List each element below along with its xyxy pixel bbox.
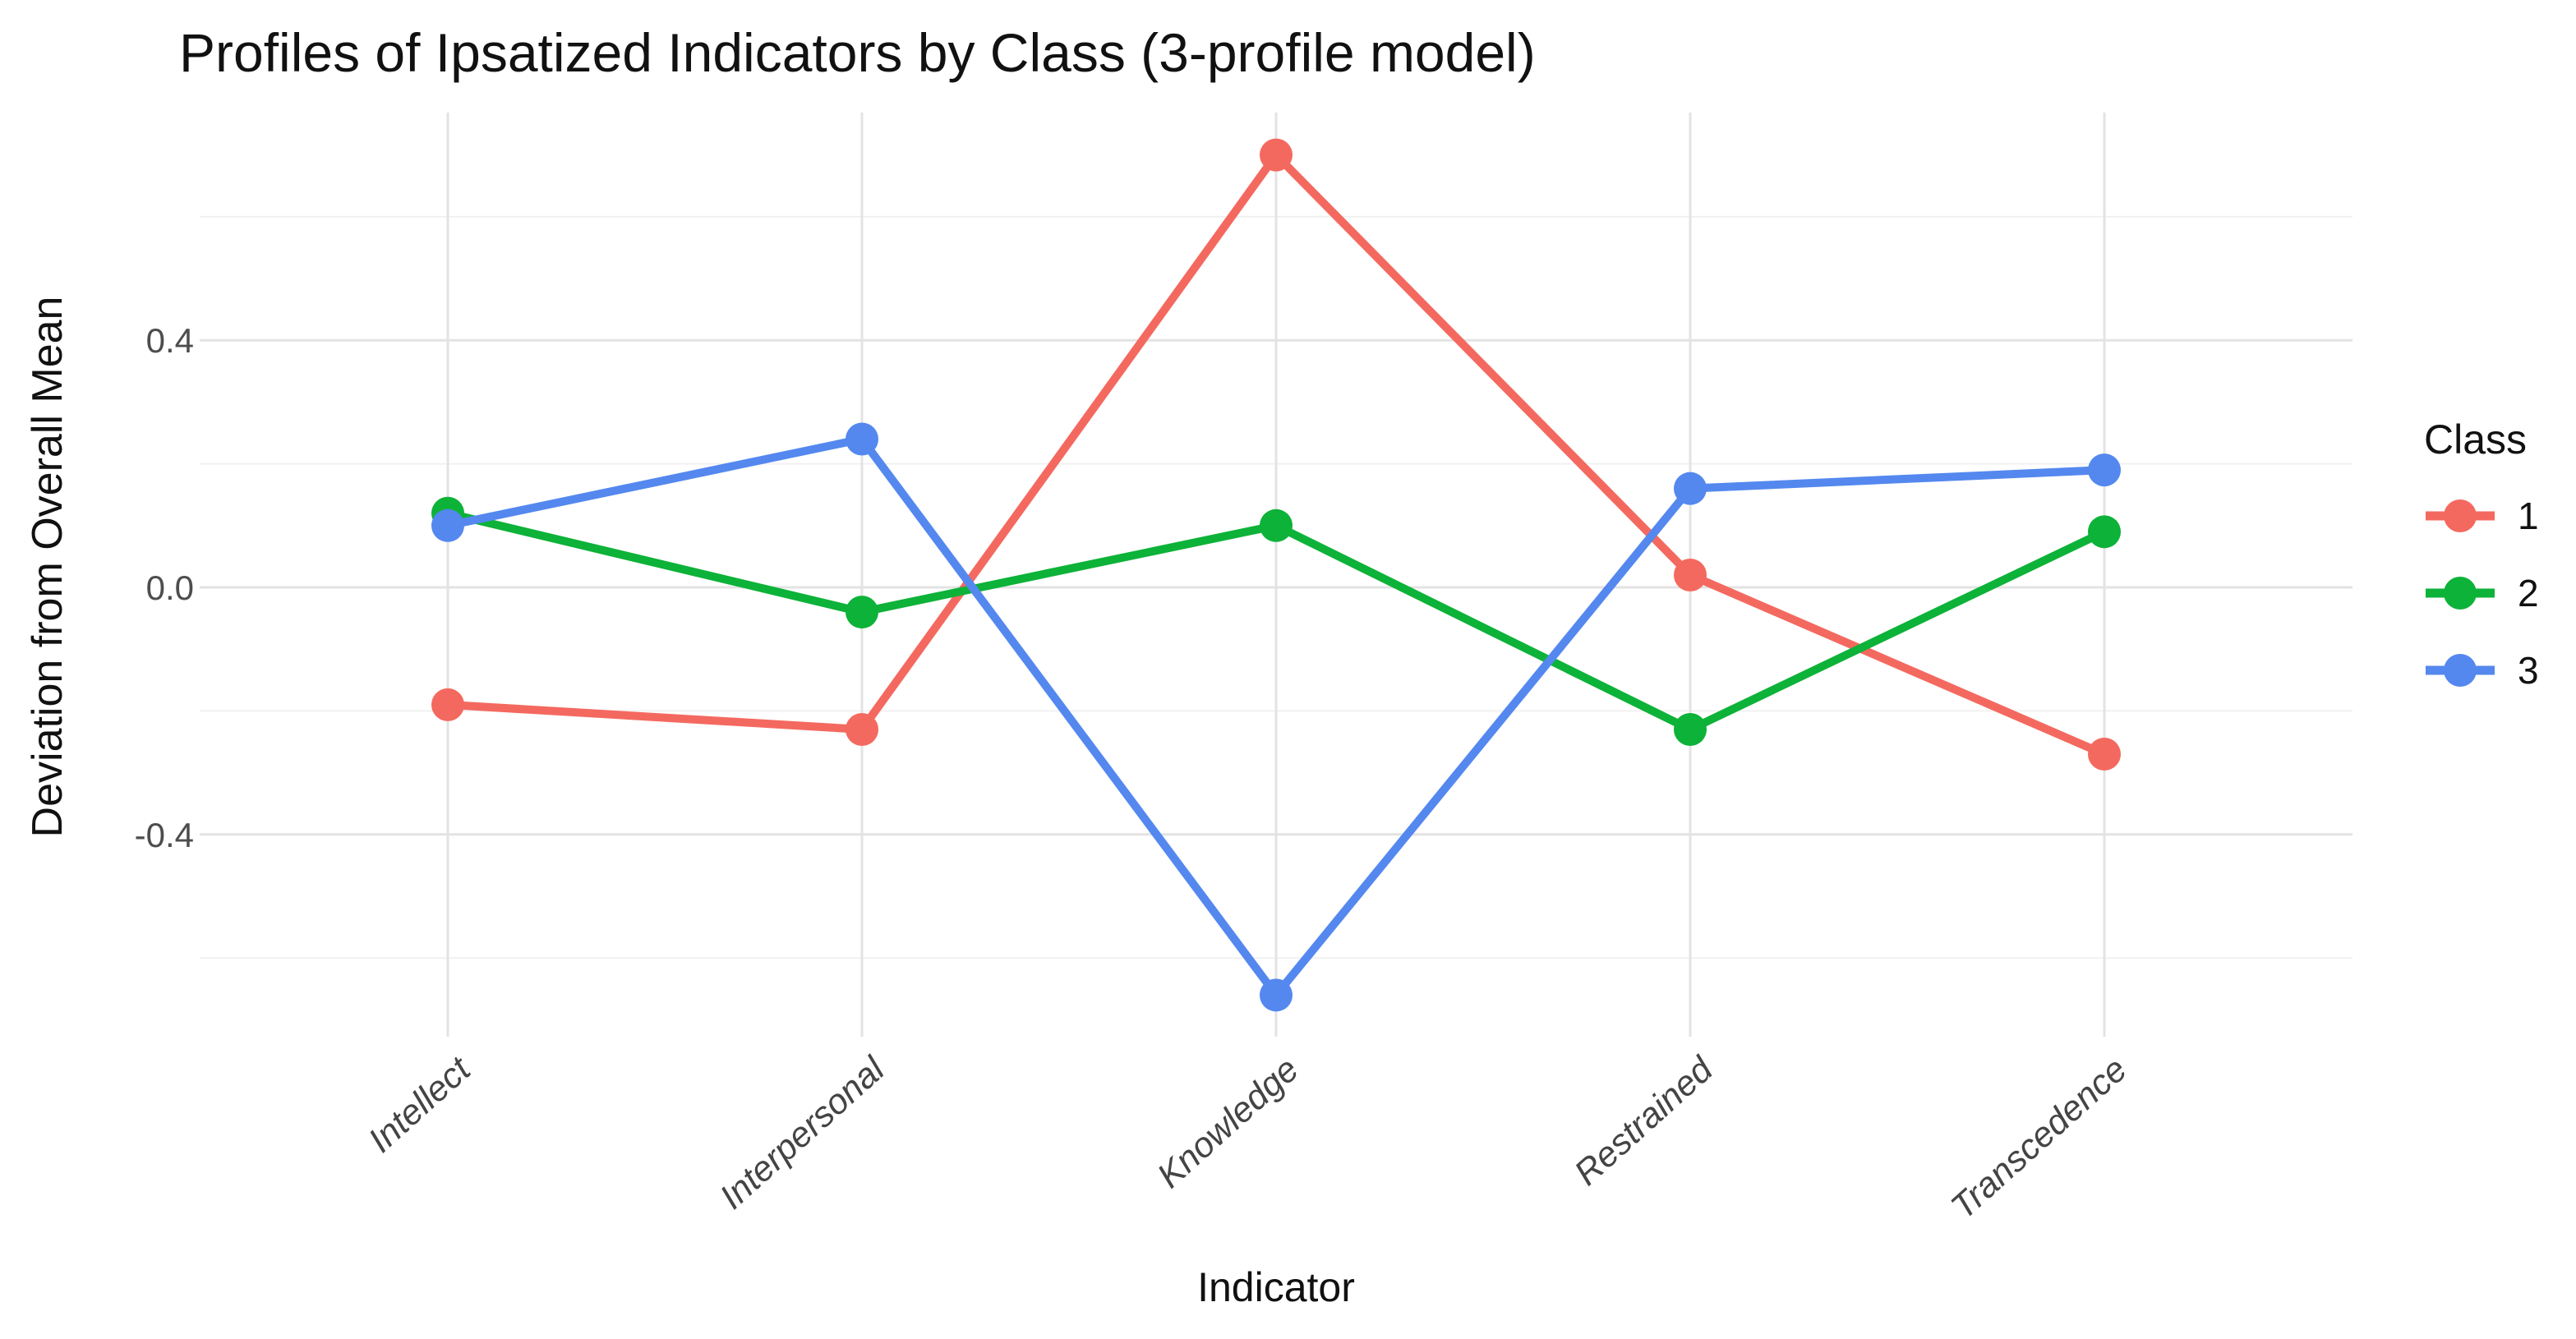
data-point xyxy=(1674,558,1707,591)
data-point xyxy=(1260,508,1293,542)
x-axis-title: Indicator xyxy=(1197,1264,1355,1310)
legend: Class 1 2 3 xyxy=(2421,416,2539,725)
y-axis-tick-labels: 0.4 0.0 -0.4 xyxy=(135,321,194,854)
x-tick-label: Knowledge xyxy=(1150,1050,1306,1196)
y-tick-label: -0.4 xyxy=(135,816,194,854)
legend-item-label: 3 xyxy=(2518,649,2539,692)
y-tick-label: 0.0 xyxy=(146,568,194,607)
series-class-2 xyxy=(431,496,2121,746)
data-point xyxy=(846,712,878,746)
legend-item-label: 1 xyxy=(2518,495,2539,537)
data-point xyxy=(431,688,464,721)
legend-key-dot-line-icon xyxy=(2426,577,2495,610)
x-tick-label: Restrained xyxy=(1567,1048,1721,1193)
gridlines-major xyxy=(200,113,2353,1037)
x-tick-label: Intellect xyxy=(361,1048,479,1160)
data-point xyxy=(2088,453,2121,487)
data-point xyxy=(2088,515,2121,549)
data-point xyxy=(2088,738,2121,771)
data-point xyxy=(846,596,878,629)
x-tick-label: Transcedence xyxy=(1943,1050,2134,1227)
data-point xyxy=(1260,138,1293,172)
series-class-1 xyxy=(431,138,2121,771)
legend-key-dot-line-icon xyxy=(2426,499,2495,532)
data-point xyxy=(846,422,878,456)
series-class-3 xyxy=(431,422,2121,1012)
legend-item-label: 2 xyxy=(2518,572,2539,614)
legend-title: Class xyxy=(2424,416,2528,462)
y-tick-label: 0.4 xyxy=(146,321,194,360)
legend-item-class-1: 1 xyxy=(2421,493,2539,539)
data-point xyxy=(431,508,464,542)
x-tick-label: Interpersonal xyxy=(712,1049,893,1217)
legend-item-class-3: 3 xyxy=(2421,647,2539,693)
legend-item-class-2: 2 xyxy=(2421,570,2539,616)
x-axis-tick-labels: Intellect Interpersonal Knowledge Restraine… xyxy=(361,1048,2134,1226)
chart-title: Profiles of Ipsatized Indicators by Clas… xyxy=(179,22,1536,83)
data-point xyxy=(1260,978,1293,1012)
data-point xyxy=(1674,472,1707,505)
legend-key-dot-line-icon xyxy=(2426,654,2495,687)
data-point xyxy=(1674,712,1707,746)
